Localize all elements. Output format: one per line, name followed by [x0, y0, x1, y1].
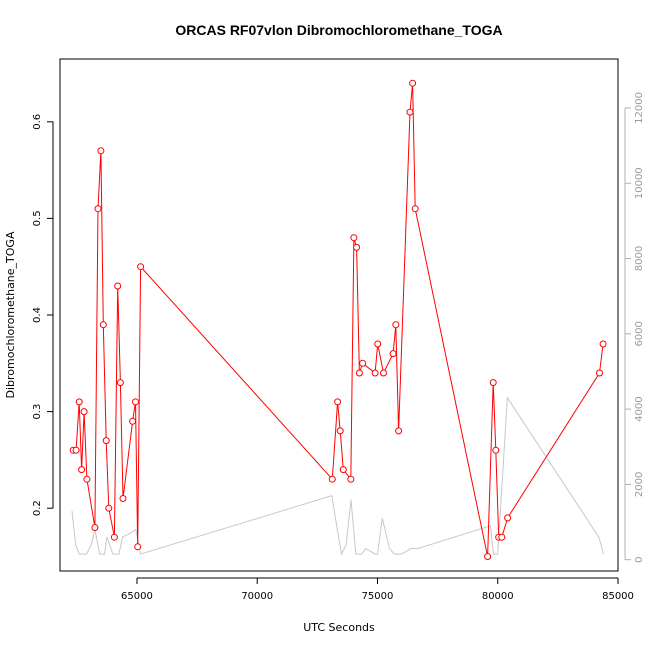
y-tick-label: 0.4 [32, 307, 43, 323]
y2-tick-label: 0 [634, 557, 645, 563]
data-point [392, 321, 400, 329]
data-point [406, 108, 414, 116]
data-point [350, 234, 358, 242]
y2-tick-label: 8000 [634, 246, 645, 271]
data-point [119, 495, 127, 502]
primary-series-line [73, 83, 604, 557]
y2-tick-label: 12000 [634, 92, 645, 124]
y-axis-right: 0 2000 4000 6000 8000 10000 12000 [624, 92, 645, 563]
data-point [389, 350, 397, 358]
data-point [596, 369, 603, 377]
y-tick-label: 0.6 [32, 114, 43, 130]
data-point [371, 369, 379, 377]
data-point [80, 408, 88, 416]
data-point [380, 369, 387, 377]
x-axis: 65000 70000 75000 80000 85000 [121, 577, 634, 602]
x-tick-label: 70000 [241, 591, 273, 602]
y2-tick-label: 2000 [634, 472, 645, 497]
primary-series-layer [69, 79, 607, 560]
x-tick-label: 80000 [482, 591, 514, 602]
data-point [83, 475, 91, 483]
data-point [347, 475, 355, 483]
y-axis-left: 0.2 0.3 0.4 0.5 0.6 [32, 114, 54, 516]
data-point [504, 514, 512, 522]
data-point [105, 504, 113, 512]
data-point [91, 524, 99, 531]
data-point [99, 321, 107, 329]
secondary-series-line [71, 396, 605, 556]
data-point [359, 359, 367, 367]
data-point [75, 398, 83, 406]
y2-tick-label: 10000 [634, 167, 645, 199]
data-point [339, 466, 347, 474]
x-axis-label: UTC Seconds [303, 621, 375, 634]
data-point [411, 205, 419, 213]
data-point [336, 427, 344, 435]
data-point [137, 263, 145, 271]
data-point [355, 369, 363, 377]
data-point [395, 427, 403, 435]
data-point [116, 379, 124, 387]
y-axis-label: Dibromochloromethane_TOGA [4, 231, 17, 398]
data-point [110, 533, 118, 541]
data-point [374, 340, 382, 348]
chart-title: ORCAS RF07vlon Dibromochloromethane_TOGA [175, 22, 502, 38]
data-point [129, 417, 137, 425]
y2-tick-label: 6000 [634, 321, 645, 346]
x-tick-label: 65000 [121, 591, 153, 602]
data-point [97, 147, 105, 155]
data-point [489, 379, 497, 387]
secondary-series-layer [71, 396, 605, 556]
x-tick-label: 85000 [602, 591, 634, 602]
data-point [328, 475, 336, 483]
data-point [134, 543, 142, 551]
y-tick-label: 0.3 [32, 404, 43, 420]
data-point [484, 553, 492, 560]
data-point [114, 282, 122, 290]
data-point [132, 398, 139, 406]
data-point [599, 340, 607, 348]
data-point [78, 466, 86, 474]
data-point [102, 437, 110, 445]
y-tick-label: 0.5 [32, 210, 43, 226]
x-tick-label: 75000 [362, 591, 394, 602]
plot-frame [59, 58, 619, 572]
data-point [72, 446, 80, 454]
y-tick-label: 0.2 [32, 500, 43, 516]
data-point [94, 205, 102, 213]
y2-tick-label: 4000 [634, 396, 645, 421]
data-point [409, 79, 417, 87]
data-point [334, 398, 342, 406]
data-point [492, 446, 500, 454]
data-point [353, 243, 361, 251]
data-point [498, 533, 506, 541]
